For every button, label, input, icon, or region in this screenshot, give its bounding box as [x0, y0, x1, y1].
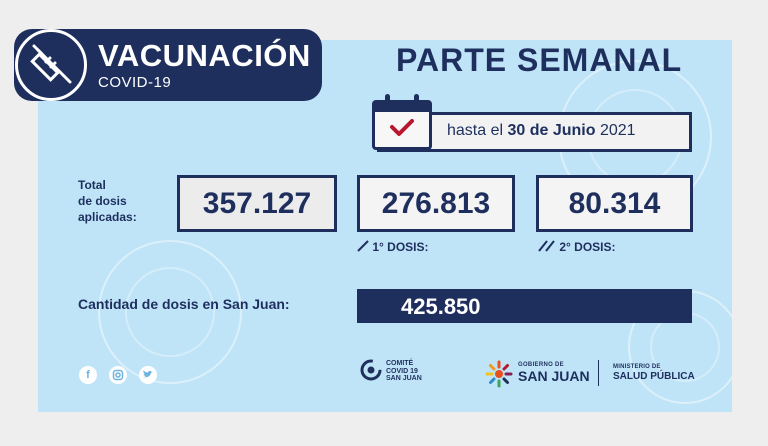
logo-divider	[598, 360, 599, 386]
instagram-icon[interactable]	[109, 366, 127, 384]
second-dose-label: 2° DOSIS:	[559, 240, 616, 254]
calendar-icon	[372, 94, 432, 150]
second-dose-value: 80.314	[536, 175, 693, 232]
badge-subtitle: COVID-19	[98, 74, 172, 91]
facebook-icon[interactable]: f	[79, 366, 97, 384]
gobierno-label: GOBIERNO DE	[518, 362, 564, 368]
san-juan-doses-bar	[357, 289, 692, 323]
date-line: hasta el 30 de Junio 2021	[447, 122, 636, 140]
first-dose-label: 1° DOSIS:	[372, 240, 429, 254]
san-juan-logo-text: SAN JUAN	[518, 368, 590, 384]
comite-logo-text: COMITÉ COVID 19 SAN JUAN	[386, 360, 422, 382]
syringe-icon	[15, 29, 87, 101]
virus-decoration	[98, 240, 242, 384]
second-dose-label-row: 2° DOSIS:	[538, 240, 616, 254]
report-title: PARTE SEMANAL	[396, 42, 683, 78]
san-juan-sun-logo-icon	[485, 360, 513, 388]
badge-title: VACUNACIÓN	[98, 38, 311, 73]
comite-logo-icon	[360, 359, 382, 381]
date-year: 2021	[595, 122, 636, 139]
ministerio-label: MINISTERIO DE	[613, 364, 661, 370]
total-doses-value: 357.127	[177, 175, 337, 232]
twitter-icon[interactable]	[139, 366, 157, 384]
total-doses-label: Total de dosis aplicadas:	[78, 178, 137, 224]
first-dose-value: 276.813	[357, 175, 515, 232]
syringes-icon	[538, 240, 555, 252]
san-juan-doses-label: Cantidad de dosis en San Juan:	[78, 296, 290, 312]
date-value: 30 de Junio	[507, 122, 596, 139]
salud-publica-text: SALUD PÚBLICA	[613, 371, 695, 382]
first-dose-label-row: 1° DOSIS:	[357, 240, 429, 254]
san-juan-doses-value: 425.850	[401, 294, 481, 319]
date-prefix: hasta el	[447, 122, 508, 139]
syringe-icon	[357, 240, 369, 252]
